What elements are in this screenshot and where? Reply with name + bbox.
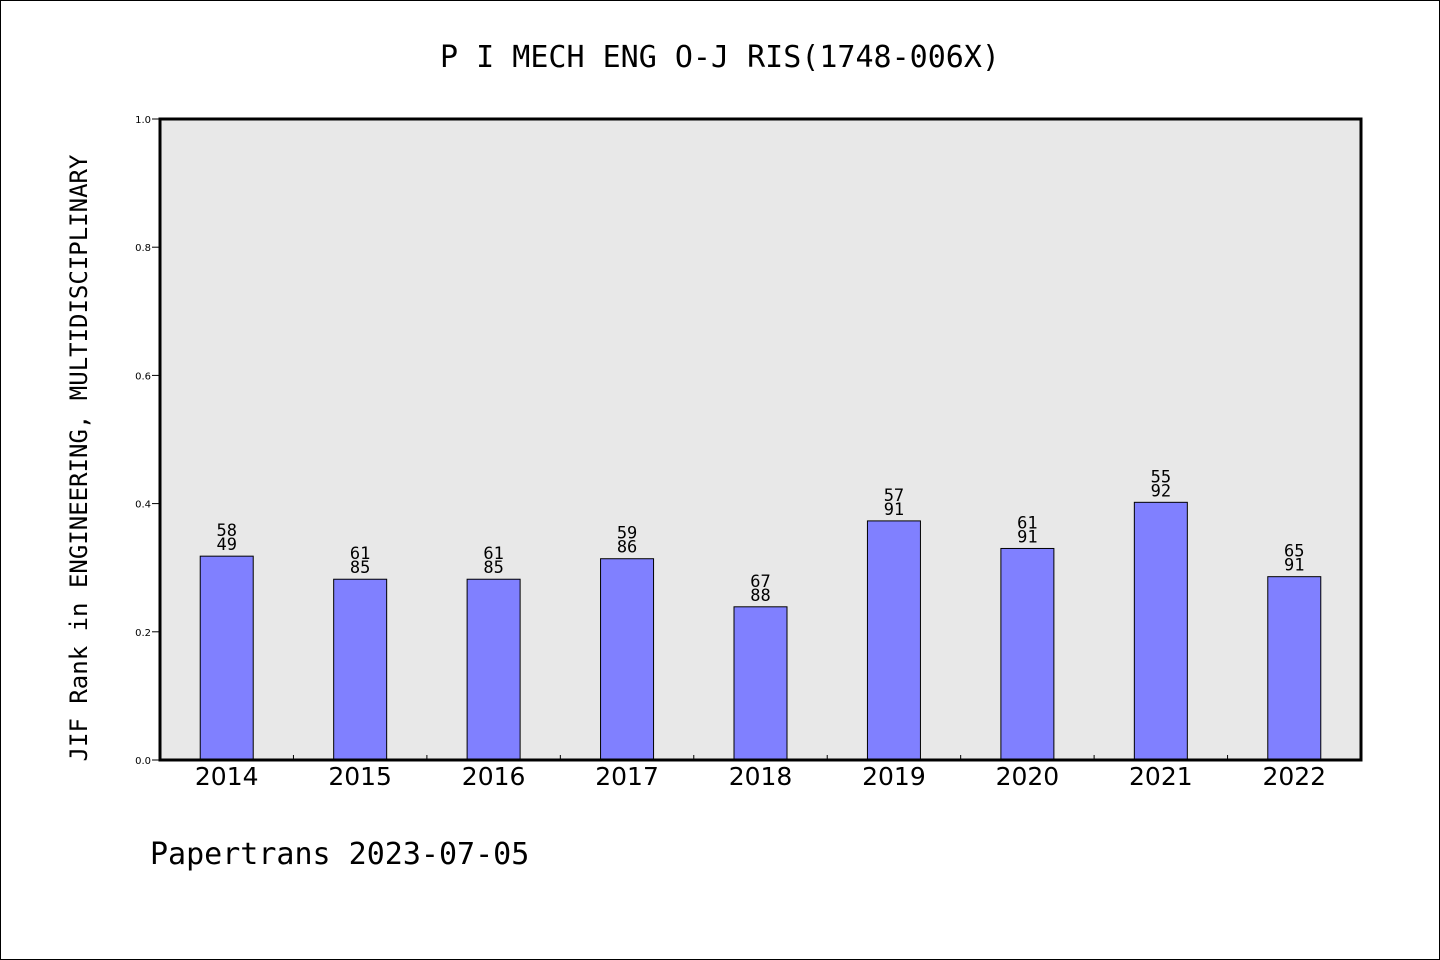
x-tick-label-2021: 2021	[1129, 762, 1193, 791]
x-tick-label-2019: 2019	[862, 762, 926, 791]
y-axis-label: JIF Rank in ENGINEERING, MULTIDISCIPLINA…	[65, 154, 93, 761]
bar-2018	[733, 606, 788, 761]
bar-label-rank-2021: 55	[1151, 467, 1171, 487]
bar-2019	[866, 520, 921, 761]
y-tick-label: 0.0	[135, 756, 151, 767]
bar-2016	[466, 578, 521, 761]
y-tick-label: 0.8	[135, 243, 151, 254]
plot-border	[158, 117, 1363, 762]
bar-label-rank-2014: 58	[216, 521, 236, 541]
bar-label-total-2014: 49	[216, 535, 236, 555]
bar-label-rank-2018: 67	[750, 572, 770, 592]
y-tick-label: 0.6	[135, 371, 151, 382]
bar-label-rank-2020: 61	[1017, 513, 1037, 533]
bar-label-rank-2015: 61	[350, 544, 370, 564]
x-tick-label-2015: 2015	[328, 762, 392, 791]
bar-label-total-2022: 91	[1284, 556, 1304, 576]
y-tick-label: 1.0	[135, 115, 151, 126]
footer-credit: Papertrans 2023-07-05	[150, 837, 529, 872]
x-tick-label-2018: 2018	[729, 762, 793, 791]
bar-2014	[199, 555, 254, 761]
chart-title: P I MECH ENG O-J RIS(1748-006X)	[440, 40, 1000, 75]
bar-label-rank-2017: 59	[617, 524, 637, 544]
x-axis-ticks: 2014 2015 2016 2017 2018 2019 2020 2021 2022	[195, 755, 1326, 791]
bar-2022	[1267, 576, 1322, 761]
x-tick-label-2020: 2020	[996, 762, 1060, 791]
bar-label-total-2017: 86	[617, 538, 637, 558]
bar-2015	[333, 578, 388, 761]
x-tick-label-2014: 2014	[195, 762, 259, 791]
bar-label-total-2019: 91	[884, 500, 904, 520]
x-tick-label-2022: 2022	[1262, 762, 1326, 791]
bar-2017	[600, 558, 655, 761]
y-tick-label: 0.2	[135, 628, 151, 639]
bar-label-total-2021: 92	[1151, 481, 1171, 501]
bar-2021	[1133, 501, 1188, 761]
bar-label-total-2015: 85	[350, 558, 370, 578]
bar-2020	[1000, 547, 1055, 761]
bar-label-rank-2022: 65	[1284, 542, 1304, 562]
bars-layer	[199, 501, 1322, 761]
bar-label-total-2020: 91	[1017, 527, 1037, 547]
x-tick-label-2017: 2017	[595, 762, 659, 791]
bar-label-rank-2019: 57	[884, 486, 904, 506]
bar-label-total-2018: 88	[750, 586, 770, 606]
bar-label-total-2016: 85	[483, 558, 503, 578]
y-axis-ticks: 0.0 0.2 0.4 0.6 0.8 1.0	[135, 115, 160, 767]
bar-label-rank-2016: 61	[483, 544, 503, 564]
x-tick-label-2016: 2016	[462, 762, 526, 791]
y-tick-label: 0.4	[135, 500, 151, 511]
